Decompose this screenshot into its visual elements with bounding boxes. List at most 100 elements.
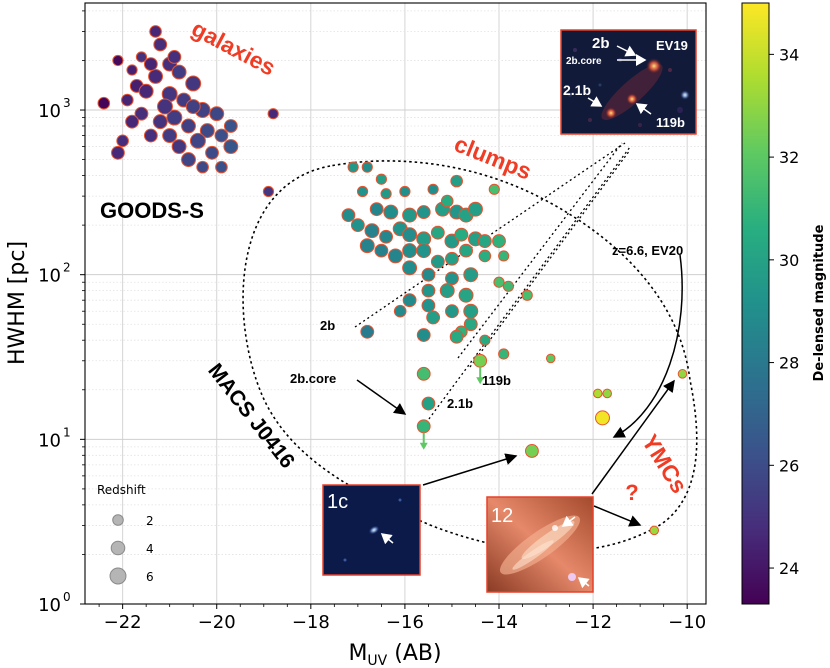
clump-119b-label: 119b [482, 373, 511, 388]
inset-ev19-title: EV19 [656, 38, 688, 53]
upper-limit-arrowhead [476, 377, 485, 385]
galaxy-point [135, 51, 148, 63]
x-axis-label-tail: (AB) [387, 641, 441, 666]
galaxy-point [143, 57, 158, 72]
clump-point [416, 328, 431, 342]
clump-point [430, 254, 445, 269]
galaxy-point [215, 160, 228, 174]
x-tick-label: −12 [574, 612, 612, 633]
x-tick-label: −20 [198, 612, 236, 633]
clump-point [427, 183, 439, 195]
clump-point [454, 227, 469, 242]
galaxy-point [185, 75, 202, 92]
galaxy-point [138, 83, 154, 99]
galaxy-point [126, 64, 138, 76]
clump-point [416, 243, 432, 259]
clump-point [430, 225, 445, 240]
clump-point [379, 229, 394, 244]
redshift-legend-marker [112, 514, 124, 526]
clump-point [463, 303, 479, 319]
galaxy-point [185, 99, 201, 115]
clump-point [416, 205, 431, 219]
clump-point [463, 267, 479, 283]
clump-point [525, 444, 539, 458]
clump-point [402, 293, 417, 308]
clump-point [426, 310, 441, 325]
galaxy-point [167, 50, 182, 64]
colorbar [741, 2, 770, 605]
clump-point [388, 248, 403, 264]
x-axis-label-sub: UV [367, 653, 387, 668]
colorbar-tick-label: 24 [779, 559, 799, 578]
redshift-legend-label: 4 [146, 542, 154, 556]
x-tick-label: −16 [386, 612, 424, 633]
clump-point [421, 298, 436, 313]
galaxy-point [121, 93, 134, 107]
clump-point [445, 251, 459, 266]
inset-ev19-label-2b: 2b [592, 35, 610, 52]
plot-frame [84, 2, 707, 605]
annotation-arrows [356, 254, 683, 527]
colorbar-label: De-lensed magnitude [812, 224, 827, 381]
galaxy-point [149, 25, 162, 38]
clump-point [545, 353, 556, 364]
redshift-legend-marker [110, 540, 126, 556]
galaxy-point [111, 145, 125, 160]
clump-2b-label: 2b [320, 318, 335, 333]
clump-point [402, 207, 418, 223]
inset-ev19-label-2-1b: 2.1b [563, 82, 591, 98]
y-tick-exponent: 0 [63, 590, 71, 604]
x-tick-label: −10 [668, 612, 706, 633]
upper-limit-markers [419, 367, 485, 450]
colorbar-tick-label: 30 [779, 251, 799, 270]
galaxy-point [148, 68, 164, 84]
y-tick-exponent: 3 [63, 96, 71, 110]
galaxy-point [143, 128, 158, 143]
galaxy-point [97, 96, 111, 110]
galaxy-point [214, 128, 229, 143]
clump-point [402, 227, 418, 243]
clump-point [649, 525, 660, 536]
clump-point [421, 283, 436, 298]
clump-point [393, 304, 407, 318]
clump-point [421, 267, 436, 282]
clump-point [450, 174, 463, 188]
clump-point [374, 243, 389, 258]
galaxy-point [156, 98, 173, 115]
galaxy-point [152, 114, 168, 130]
clump-point [421, 396, 436, 411]
clump-point [459, 243, 473, 258]
galaxy-point [267, 108, 279, 120]
x-axis-label-main: M [348, 641, 367, 666]
clump-point [445, 304, 459, 319]
galaxy-point [223, 119, 238, 133]
clump-point [361, 161, 373, 173]
colorbar-ticks: 24 26 28 30 32 34 [769, 45, 799, 578]
goods-s-label: GOODS-S [100, 198, 204, 223]
clump-2-1b-label: 2.1b [447, 396, 473, 411]
ev20-label: z=6.6, EV20 [612, 243, 683, 258]
galaxy-point [199, 123, 215, 139]
inset-ev19: EV19 2b 2b.core 2.1b 119b [560, 29, 697, 135]
clump-point [493, 276, 505, 288]
colorbar-tick-label: 32 [779, 148, 799, 167]
y-tick-label: 10 [38, 266, 61, 287]
inset-1c: 1c [322, 484, 421, 576]
clump-point [458, 287, 474, 303]
clumps-series [341, 161, 688, 536]
clump-point [498, 250, 510, 262]
clump-point [492, 234, 506, 248]
clump-point [440, 194, 454, 208]
galaxy-point [125, 114, 139, 129]
clump-upper-limit-point [473, 353, 488, 368]
redshift-legend-title: Redshift [97, 483, 146, 497]
redshift-legend: Redshift 2 4 6 [97, 483, 154, 585]
galaxy-point [262, 185, 275, 198]
y-tick-label: 10 [38, 430, 61, 451]
x-axis-label: MUV (AB) [348, 641, 441, 668]
colorbar-tick-label: 26 [779, 456, 799, 475]
x-tick-label: −22 [104, 612, 142, 633]
clump-point [399, 185, 411, 198]
clump-point [402, 260, 418, 276]
